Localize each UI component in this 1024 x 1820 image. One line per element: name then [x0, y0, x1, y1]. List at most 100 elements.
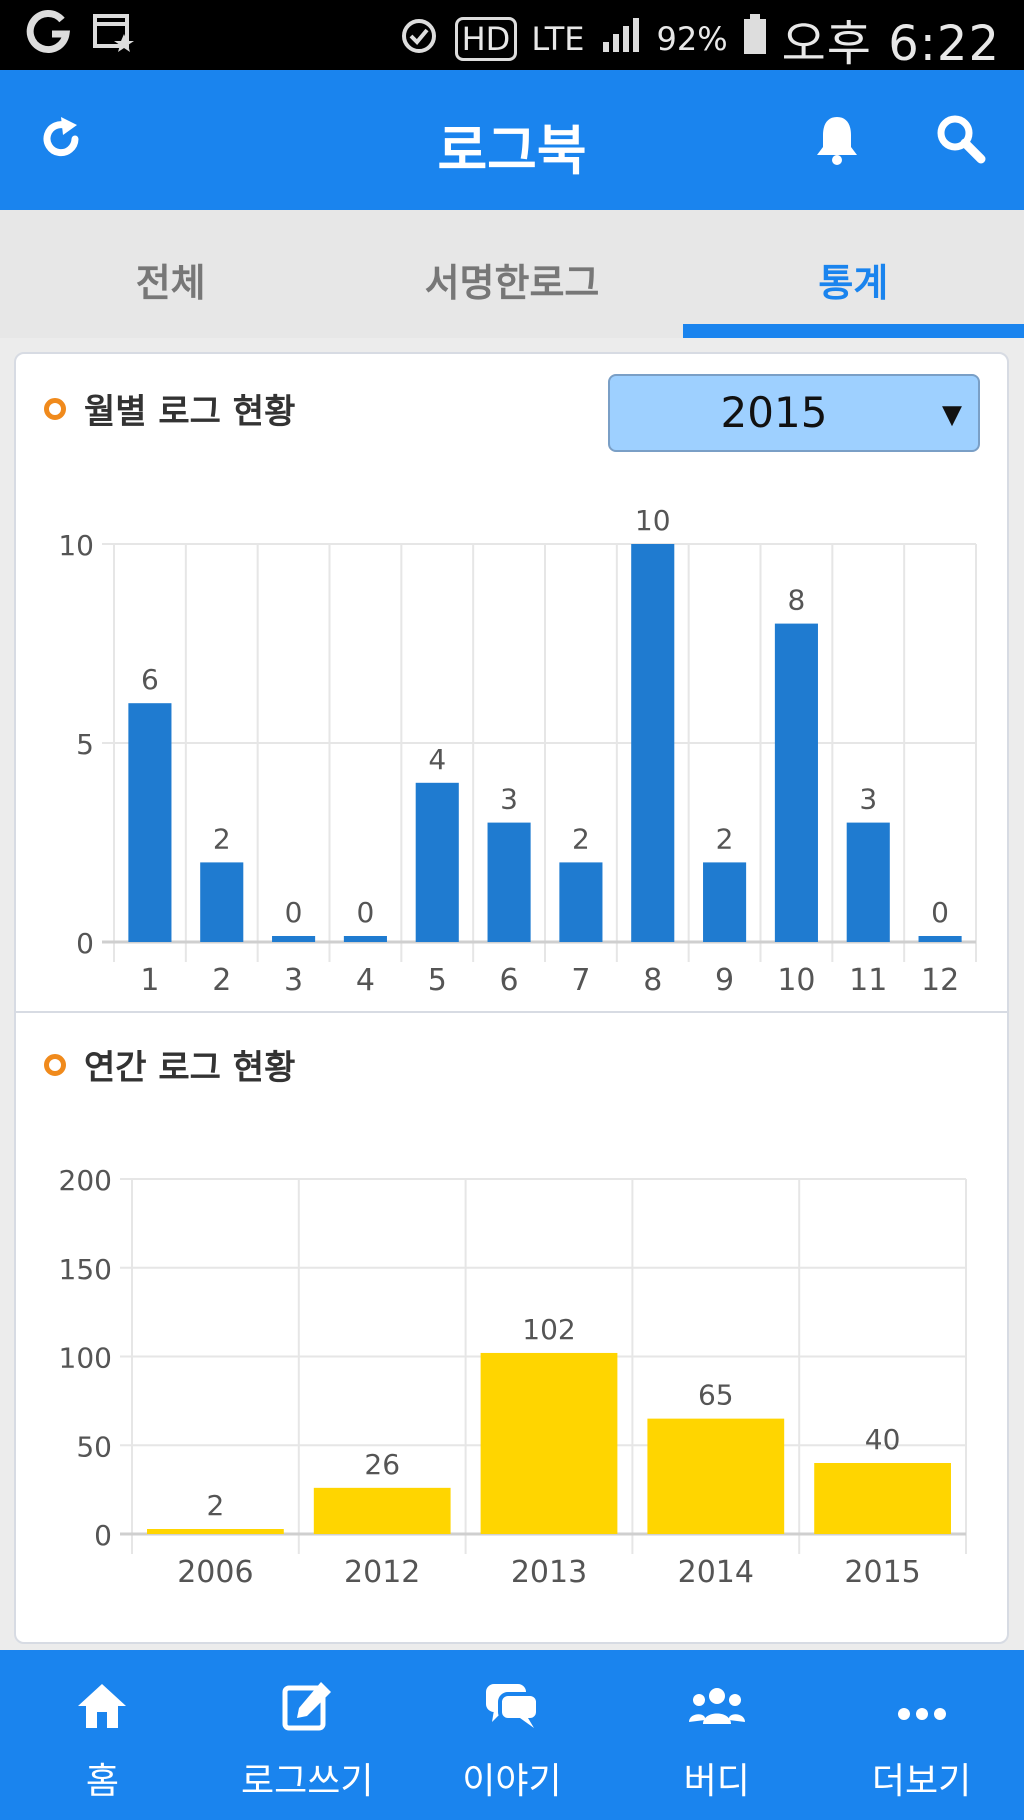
chart-bar — [918, 936, 962, 942]
monthly-section-title: 월별 로그 현황 — [84, 392, 296, 432]
search-icon — [935, 113, 987, 169]
nav-home[interactable]: 홈 — [0, 1650, 205, 1820]
alarm-icon — [397, 12, 441, 67]
yearly-section-title: 연간 로그 현황 — [84, 1048, 296, 1088]
buddies-icon — [688, 1686, 745, 1735]
yearly-section-header: 연간 로그 현황 — [44, 1040, 295, 1089]
app-header: 로그북 — [0, 70, 1024, 210]
nav-home-label: 홈 — [85, 1761, 119, 1802]
network-type: LTE — [531, 20, 585, 58]
signal-icon — [599, 12, 643, 67]
x-tick-label: 2015 — [844, 1555, 920, 1590]
edit-icon — [281, 1680, 333, 1741]
chart-bar — [487, 822, 531, 942]
data-label: 0 — [931, 896, 949, 929]
x-tick-label: 9 — [715, 963, 734, 998]
tab-statistics[interactable]: 통계 — [682, 210, 1024, 338]
chart-bar — [313, 1487, 451, 1534]
tab-signed-logs[interactable]: 서명한로그 — [424, 261, 600, 305]
nav-stories-label: 이야기 — [462, 1761, 562, 1802]
chart-bar — [343, 936, 387, 942]
carrier-icon — [26, 10, 71, 58]
data-label: 102 — [522, 1313, 575, 1346]
notification-button[interactable] — [804, 108, 870, 174]
x-tick-label: 12 — [921, 963, 959, 998]
data-label: 10 — [635, 504, 671, 537]
data-label: 2 — [572, 822, 590, 855]
bullet-icon — [44, 397, 66, 420]
calendar-icon — [92, 10, 136, 58]
hd-badge: HD — [454, 17, 518, 61]
nav-buddies-label: 버디 — [683, 1761, 750, 1802]
data-label: 26 — [364, 1448, 400, 1481]
x-tick-label: 2014 — [678, 1555, 754, 1590]
data-label: 8 — [788, 584, 806, 617]
refresh-icon — [37, 115, 85, 167]
x-tick-label: 10 — [777, 963, 815, 998]
yearly-bar-chart: 0 50 100 150 200 2 2006 26 2012 102 2013 65 2014 40 20… — [59, 1164, 967, 1590]
x-tick-label: 2013 — [511, 1555, 587, 1590]
more-icon — [896, 1690, 948, 1731]
x-tick-label: 3 — [284, 963, 303, 998]
chart-bar — [559, 862, 603, 942]
search-button[interactable] — [928, 108, 994, 174]
chat-icon — [484, 1680, 540, 1741]
data-label: 3 — [500, 783, 518, 816]
data-label: 65 — [698, 1379, 734, 1412]
chart-bar — [814, 1463, 951, 1534]
data-label: 0 — [285, 896, 303, 929]
y-tick-label: 50 — [76, 1430, 112, 1463]
y-tick-label: 150 — [59, 1253, 112, 1286]
statistics-card: 월별 로그 현황 2015 ▼ 0 5 10 6 1 2 2 0 3 0 4 4 5 3 6 2 7 10 8 2 9 8… — [14, 352, 1009, 1644]
bell-icon — [813, 113, 861, 169]
x-tick-label: 11 — [849, 963, 887, 998]
dropdown-arrow-icon: ▼ — [942, 400, 962, 430]
x-tick-label: 6 — [500, 963, 519, 998]
chart-bar — [631, 544, 675, 942]
data-label: 40 — [865, 1423, 901, 1456]
battery-percent: 92% — [656, 20, 728, 58]
nav-more[interactable]: 더보기 — [819, 1650, 1024, 1820]
data-label: 2 — [206, 1489, 224, 1522]
data-label: 0 — [357, 896, 375, 929]
tab-bar: 전체 서명한로그 통계 — [0, 210, 1024, 338]
year-select-value: 2015 — [720, 388, 828, 437]
chart-bar — [480, 1352, 618, 1534]
chart-bar — [128, 703, 172, 942]
nav-stories[interactable]: 이야기 — [410, 1650, 615, 1820]
y-tick-label: 0 — [94, 1519, 112, 1552]
clock: 오후 6:22 — [781, 16, 1000, 72]
page-title: 로그북 — [437, 119, 587, 182]
y-tick-label: 100 — [59, 1342, 112, 1375]
y-tick-label: 200 — [59, 1164, 112, 1197]
x-tick-label: 2 — [212, 963, 231, 998]
nav-write-log-label: 로그쓰기 — [240, 1761, 374, 1802]
year-select[interactable]: 2015 ▼ — [608, 374, 980, 452]
nav-write-log[interactable]: 로그쓰기 — [205, 1650, 410, 1820]
home-icon — [76, 1682, 128, 1739]
x-tick-label: 2012 — [344, 1555, 420, 1590]
battery-icon — [742, 12, 768, 67]
data-label: 3 — [859, 783, 877, 816]
chart-bar — [647, 1418, 785, 1534]
data-label: 4 — [428, 743, 446, 776]
x-tick-label: 1 — [140, 963, 159, 998]
bullet-icon — [44, 1053, 66, 1076]
nav-more-label: 더보기 — [871, 1761, 972, 1802]
data-label: 6 — [141, 663, 159, 696]
refresh-button[interactable] — [28, 108, 94, 174]
chart-bar — [272, 936, 316, 942]
chart-bar — [846, 822, 890, 942]
chart-bar — [415, 782, 459, 942]
bottom-navigation: 홈 로그쓰기 이야기 버디 더보기 — [0, 1650, 1024, 1820]
chart-bar — [774, 623, 818, 942]
x-tick-label: 2006 — [177, 1555, 253, 1590]
data-label: 2 — [716, 822, 734, 855]
data-label: 2 — [213, 822, 231, 855]
y-tick-label: 10 — [58, 529, 94, 562]
nav-buddies[interactable]: 버디 — [614, 1650, 819, 1820]
tab-all[interactable]: 전체 — [135, 261, 206, 305]
monthly-section-header: 월별 로그 현황 — [44, 384, 295, 433]
status-bar: HD LTE 92% 오후 6:22 — [0, 0, 1024, 72]
